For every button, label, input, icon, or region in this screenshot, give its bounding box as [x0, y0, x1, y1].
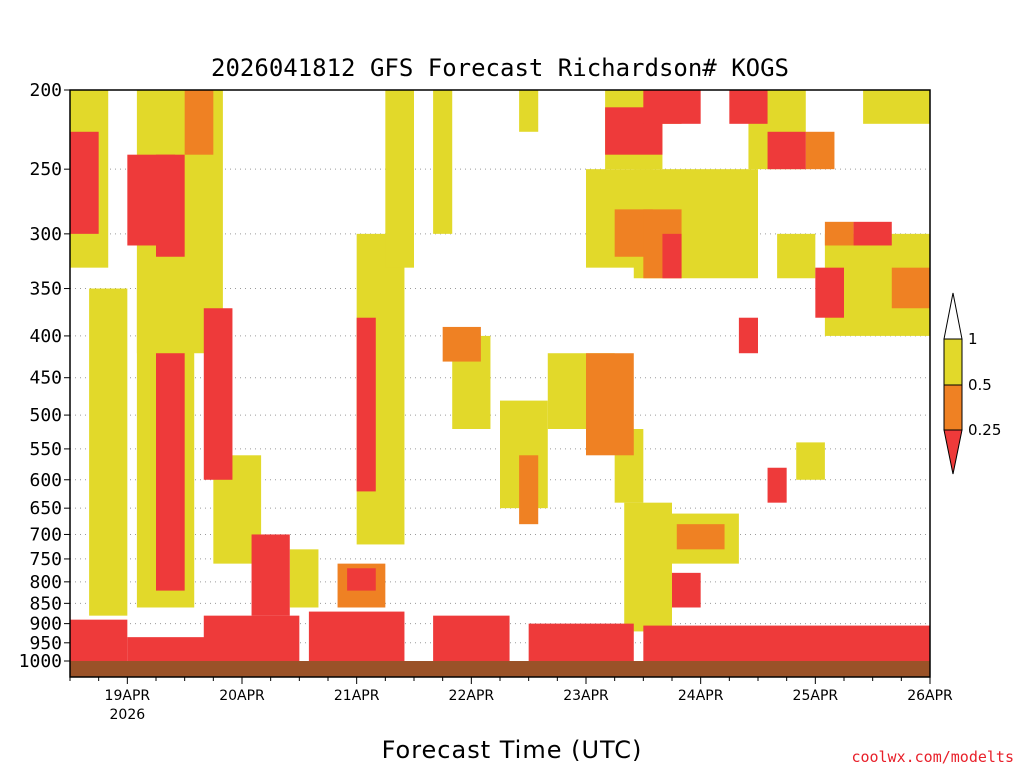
y-tick-label: 1000	[19, 651, 62, 672]
colorbar-label: 0.25	[968, 421, 1001, 439]
ri-region	[853, 221, 892, 246]
y-tick-label: 800	[29, 572, 62, 593]
chart-title: 2026041812 GFS Forecast Richardson# KOGS	[211, 54, 789, 82]
x-tick-label: 19APR	[105, 688, 151, 704]
x-axis: 19APR 2026 20APR 21APR 22APR 23APR 24APR 25APR 2…	[69, 677, 953, 723]
x-tick-label: 21APR	[334, 688, 380, 704]
y-tick-label: 450	[29, 368, 62, 389]
colorbar-label: 0.5	[968, 376, 992, 394]
x-tick-label: 22APR	[449, 688, 495, 704]
ri-region	[815, 267, 844, 318]
ri-region	[624, 502, 672, 632]
colorbar-bin	[943, 338, 963, 386]
y-tick-label: 500	[29, 405, 62, 426]
y-tick-label: 850	[29, 593, 62, 614]
x-tick-label: 23APR	[563, 688, 609, 704]
colorbar-label: 1	[968, 330, 978, 348]
x-tick-label: 24APR	[678, 688, 724, 704]
y-tick-label: 950	[29, 633, 62, 654]
ri-region	[127, 637, 214, 661]
ri-region	[385, 90, 414, 268]
richardson-cells	[70, 90, 930, 661]
ri-region	[347, 568, 376, 591]
y-tick-label: 900	[29, 614, 62, 635]
y-tick-label: 400	[29, 326, 62, 347]
ri-region	[289, 549, 319, 608]
ri-region	[156, 353, 185, 591]
y-tick-label: 350	[29, 279, 62, 300]
y-tick-label: 300	[29, 224, 62, 245]
ri-region	[519, 90, 539, 132]
y-tick-label: 700	[29, 524, 62, 545]
ri-region	[767, 131, 806, 170]
ri-region	[863, 90, 930, 124]
ri-region	[777, 233, 816, 279]
ri-region	[203, 615, 300, 661]
colorbar-under-triangle	[943, 429, 963, 475]
ri-region	[528, 623, 634, 661]
ri-region	[356, 317, 376, 492]
ri-region	[442, 326, 481, 362]
y-tick-label: 200	[29, 80, 62, 101]
ground-layer	[70, 661, 930, 677]
ri-region	[672, 572, 701, 608]
ri-region	[643, 90, 701, 124]
ri-region	[519, 455, 539, 525]
y-tick-label: 250	[29, 159, 62, 180]
ri-region	[251, 534, 290, 616]
x-axis-title: Forecast Time (UTC)	[382, 736, 643, 764]
y-tick-label: 550	[29, 439, 62, 460]
colorbar-legend: 1 0.5 0.25	[943, 292, 1001, 475]
ri-region	[89, 288, 128, 616]
ri-region	[70, 619, 128, 661]
ri-region	[643, 625, 930, 661]
ri-region	[433, 615, 510, 661]
y-axis: 200 250 300 350 400 450 500 550 600 650 700 7508008…	[19, 80, 70, 672]
ri-region	[156, 154, 185, 257]
colorbar-bin	[943, 384, 963, 431]
ri-region	[676, 524, 725, 550]
y-tick-label: 750	[29, 549, 62, 570]
x-tick-sublabel: 2026	[110, 707, 146, 723]
ri-region	[662, 233, 682, 279]
ri-region	[796, 442, 825, 480]
ri-region	[891, 267, 930, 309]
y-tick-label: 650	[29, 498, 62, 519]
ri-region	[738, 317, 758, 354]
ri-region	[824, 221, 854, 246]
ri-region	[70, 131, 99, 234]
ri-region	[729, 90, 768, 124]
ri-region	[433, 90, 453, 234]
ri-region	[586, 353, 634, 456]
ri-region	[767, 467, 787, 503]
x-tick-label: 20APR	[219, 688, 265, 704]
ri-region	[805, 131, 835, 170]
ri-region	[308, 611, 405, 661]
x-tick-label: 25APR	[793, 688, 839, 704]
x-tick-label: 26APR	[907, 688, 953, 704]
site-credit: coolwx.com/modelts	[851, 748, 1014, 766]
ri-region	[203, 308, 233, 480]
ri-region	[184, 90, 214, 155]
y-tick-label: 600	[29, 470, 62, 491]
